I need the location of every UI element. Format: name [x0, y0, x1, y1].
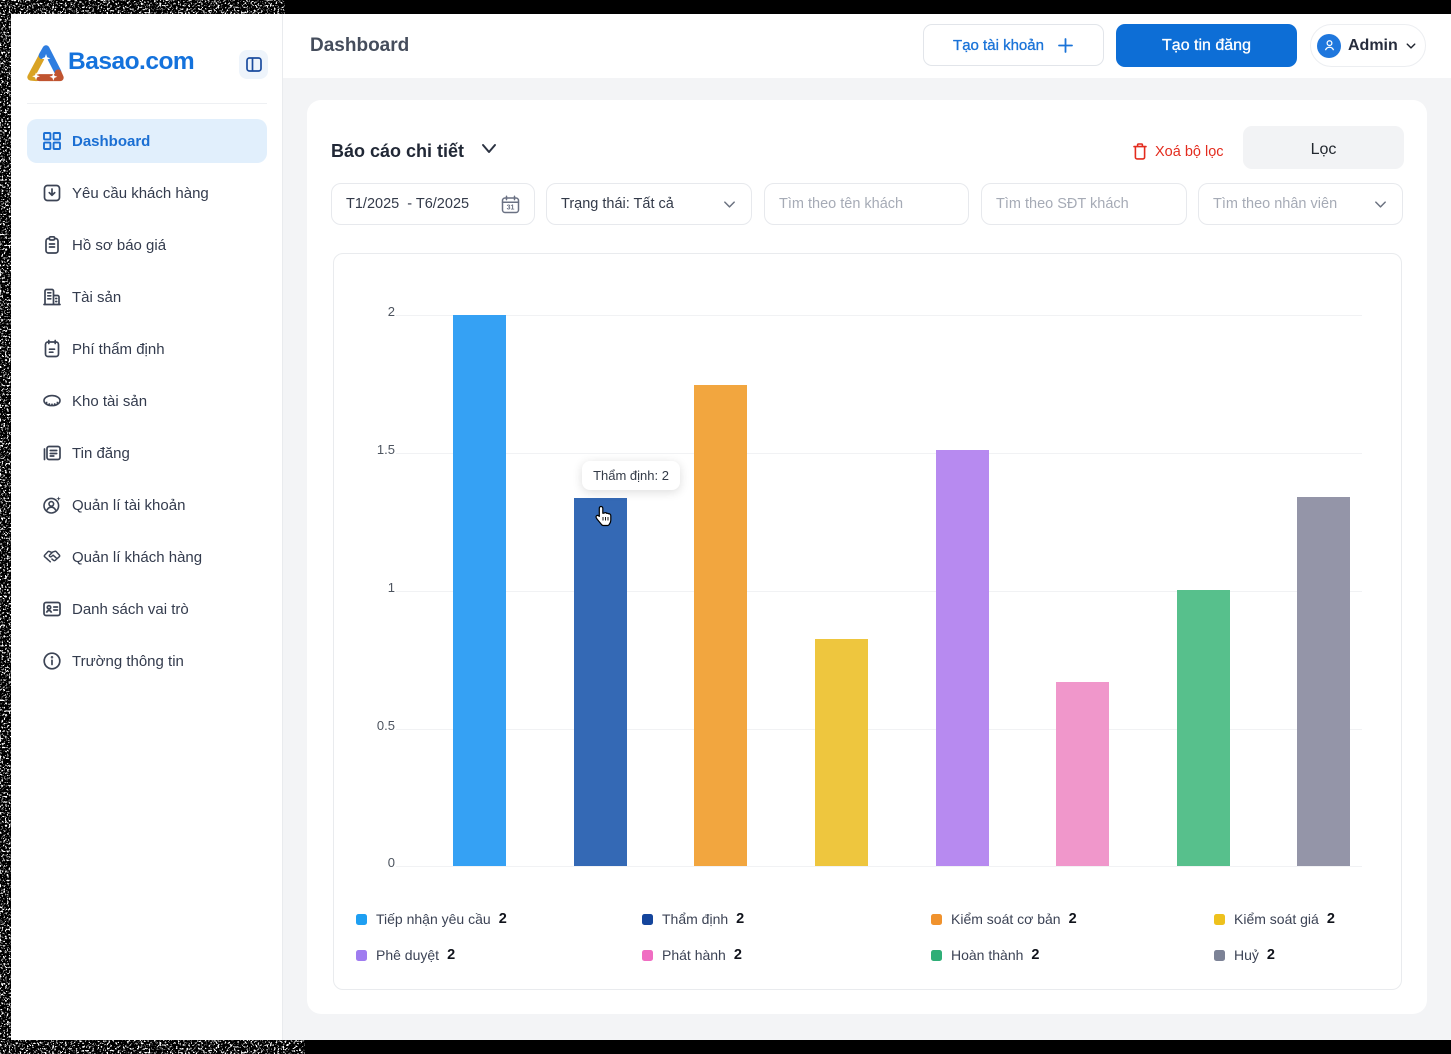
svg-text:31: 31: [507, 204, 515, 211]
